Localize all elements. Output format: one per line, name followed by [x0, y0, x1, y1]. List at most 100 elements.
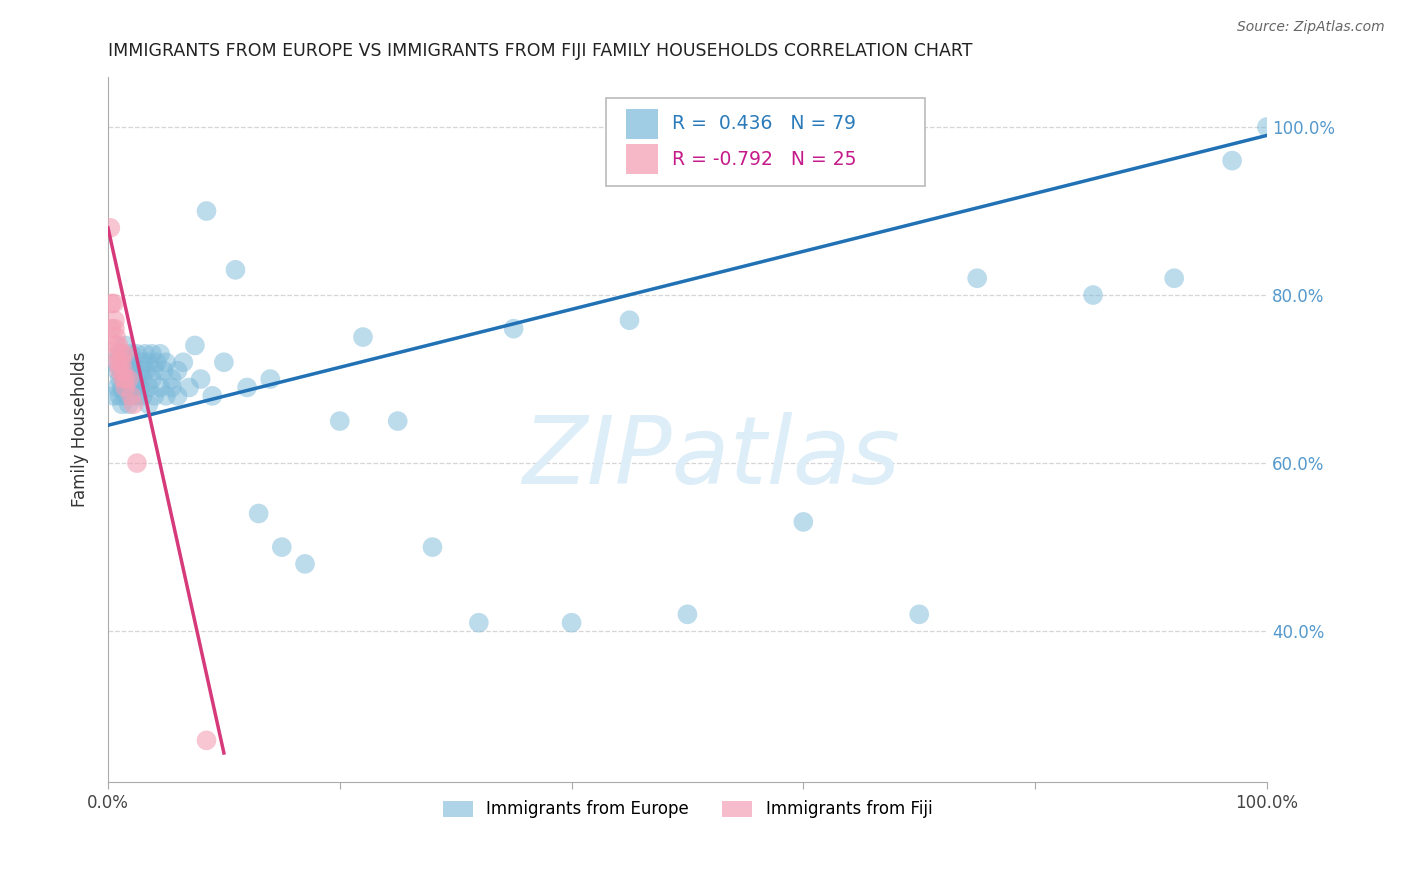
Point: [184, 338, 207, 352]
Point: [120, 389, 142, 403]
Text: IMMIGRANTS FROM EUROPE VS IMMIGRANTS FROM FIJI FAMILY HOUSEHOLDS CORRELATION CHA: IMMIGRANTS FROM EUROPE VS IMMIGRANTS FRO…: [108, 42, 973, 60]
Point: [468, 615, 491, 630]
Bar: [626, 109, 658, 138]
Point: [108, 364, 131, 378]
Point: [118, 380, 141, 394]
Point: [352, 330, 374, 344]
Point: [1081, 288, 1104, 302]
Point: [132, 389, 155, 403]
Point: [103, 296, 125, 310]
Point: [195, 204, 218, 219]
Point: [120, 347, 142, 361]
Point: [132, 355, 155, 369]
Point: [107, 338, 129, 352]
Point: [155, 355, 177, 369]
Point: [138, 380, 160, 394]
Point: [111, 380, 134, 394]
Point: [105, 355, 128, 369]
Point: [104, 313, 127, 327]
Point: [1220, 153, 1243, 168]
Point: [259, 372, 281, 386]
Point: [502, 321, 524, 335]
Point: [114, 380, 136, 394]
Point: [120, 355, 142, 369]
Point: [105, 347, 128, 361]
Point: [111, 355, 134, 369]
Y-axis label: Family Households: Family Households: [72, 351, 89, 508]
Point: [122, 364, 145, 378]
Point: [149, 347, 172, 361]
Point: [108, 347, 131, 361]
Point: [120, 389, 142, 403]
Bar: [626, 145, 658, 174]
Point: [100, 321, 122, 335]
Point: [132, 372, 155, 386]
Text: R = -0.792   N = 25: R = -0.792 N = 25: [672, 150, 856, 169]
Point: [1163, 271, 1185, 285]
Point: [138, 397, 160, 411]
Point: [103, 389, 125, 403]
Point: [134, 347, 156, 361]
Point: [111, 347, 134, 361]
Text: R =  0.436   N = 79: R = 0.436 N = 79: [672, 114, 856, 134]
Point: [111, 397, 134, 411]
Point: [114, 355, 136, 369]
Point: [118, 372, 141, 386]
Point: [122, 397, 145, 411]
Point: [114, 372, 136, 386]
Point: [179, 380, 201, 394]
Point: [166, 364, 188, 378]
Point: [118, 397, 141, 411]
Point: [201, 389, 224, 403]
Point: [387, 414, 409, 428]
Point: [114, 338, 136, 352]
Point: [108, 389, 131, 403]
Point: [329, 414, 352, 428]
Point: [422, 540, 444, 554]
Point: [118, 364, 141, 378]
Point: [105, 364, 128, 378]
Point: [152, 364, 174, 378]
Text: ZIPatlas: ZIPatlas: [522, 412, 900, 503]
Point: [112, 364, 135, 378]
Point: [105, 338, 128, 352]
Point: [129, 364, 152, 378]
Point: [294, 557, 316, 571]
Point: [114, 389, 136, 403]
Point: [145, 355, 167, 369]
Point: [125, 389, 148, 403]
Point: [190, 372, 212, 386]
Point: [129, 380, 152, 394]
Point: [108, 355, 131, 369]
Point: [125, 347, 148, 361]
Point: [108, 372, 131, 386]
Point: [114, 372, 136, 386]
Text: Source: ZipAtlas.com: Source: ZipAtlas.com: [1237, 20, 1385, 34]
Point: [155, 389, 177, 403]
Point: [103, 355, 125, 369]
Point: [141, 347, 163, 361]
Point: [112, 372, 135, 386]
Point: [224, 263, 246, 277]
Point: [792, 515, 814, 529]
Point: [138, 355, 160, 369]
Point: [100, 296, 122, 310]
Point: [166, 389, 188, 403]
Point: [561, 615, 583, 630]
Point: [105, 380, 128, 394]
Point: [212, 355, 235, 369]
Point: [195, 733, 218, 747]
Point: [1256, 120, 1278, 134]
Point: [141, 372, 163, 386]
Point: [134, 364, 156, 378]
Point: [619, 313, 641, 327]
Point: [966, 271, 988, 285]
Point: [125, 372, 148, 386]
Point: [104, 321, 127, 335]
Point: [236, 380, 259, 394]
Point: [111, 364, 134, 378]
Point: [270, 540, 292, 554]
Legend: Immigrants from Europe, Immigrants from Fiji: Immigrants from Europe, Immigrants from …: [436, 794, 939, 825]
Point: [160, 372, 183, 386]
Point: [98, 220, 121, 235]
